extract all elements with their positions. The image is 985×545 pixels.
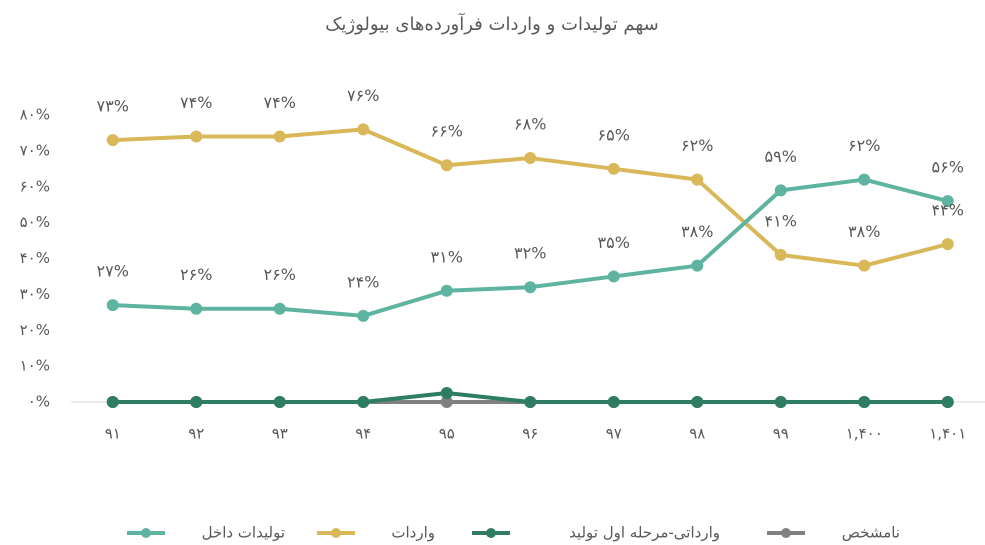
y-tick-label: ۱۰% <box>20 357 50 375</box>
marker <box>774 248 787 261</box>
y-tick-label: ۵۰% <box>20 213 50 231</box>
marker <box>273 302 286 315</box>
x-tick-label: ۹۷ <box>606 425 622 443</box>
marker <box>524 396 537 408</box>
marker <box>858 173 871 186</box>
y-tick-label: ۴۰% <box>20 249 50 267</box>
marker <box>524 152 537 165</box>
marker <box>941 396 954 408</box>
marker <box>190 396 203 408</box>
data-label: ۵۹% <box>765 147 797 166</box>
marker <box>440 284 453 297</box>
marker <box>273 396 286 408</box>
marker <box>607 162 620 175</box>
legend-swatch <box>486 528 496 538</box>
data-label: ۷۶% <box>347 86 379 105</box>
marker <box>774 396 787 408</box>
data-label: ۳۸% <box>848 222 880 241</box>
data-label: ۴۱% <box>765 211 797 230</box>
marker <box>774 184 787 197</box>
marker <box>440 396 453 408</box>
legend-swatch <box>331 528 341 538</box>
legend-label: وارداتی-مرحله اول تولید <box>569 524 720 542</box>
x-tick-label: ۹۱ <box>105 425 121 443</box>
legend-label: واردات <box>391 524 435 542</box>
data-label: ۵۶% <box>932 158 964 177</box>
x-tick-label: ۱,۴۰۰ <box>846 425 883 443</box>
marker <box>858 396 871 408</box>
data-label: ۲۶% <box>264 265 296 284</box>
data-label: ۷۴% <box>264 93 296 112</box>
data-label: ۳۱% <box>431 247 463 266</box>
chart-title: سهم تولیدات و واردات فرآورده‌های بیولوژی… <box>325 12 658 35</box>
marker <box>106 134 119 147</box>
data-label: ۲۴% <box>347 272 379 291</box>
x-tick-label: ۹۵ <box>439 425 455 443</box>
y-tick-label: ۸۰% <box>20 106 50 124</box>
legend-swatch <box>781 528 791 538</box>
marker <box>524 281 537 294</box>
marker <box>190 302 203 315</box>
legend-label: تولیدات داخل <box>202 524 285 542</box>
data-label: ۶۲% <box>681 136 713 155</box>
x-tick-label: ۱,۴۰۱ <box>929 425 966 443</box>
marker <box>357 123 370 136</box>
marker <box>607 270 620 283</box>
x-tick-label: ۹۳ <box>272 425 288 443</box>
y-tick-label: ۰% <box>28 393 50 411</box>
marker <box>607 396 620 408</box>
legend-swatch <box>141 528 151 538</box>
marker <box>190 130 203 143</box>
data-label: ۶۶% <box>431 122 463 141</box>
data-label: ۲۷% <box>97 262 129 281</box>
marker <box>941 195 954 208</box>
x-tick-label: ۹۹ <box>773 425 789 443</box>
marker <box>691 173 704 186</box>
data-label: ۳۲% <box>514 244 546 263</box>
data-label: ۳۵% <box>598 233 630 252</box>
data-label: ۷۴% <box>180 93 212 112</box>
marker <box>941 238 954 251</box>
data-label: ۶۲% <box>848 136 880 155</box>
marker <box>691 259 704 272</box>
legend-label: نامشخص <box>842 524 900 542</box>
y-tick-label: ۷۰% <box>20 141 50 159</box>
y-tick-label: ۶۰% <box>20 177 50 195</box>
marker <box>691 396 704 408</box>
data-label: ۶۵% <box>598 125 630 144</box>
data-label: ۳۸% <box>681 222 713 241</box>
marker <box>106 299 119 312</box>
marker <box>357 396 370 408</box>
x-tick-label: ۹۸ <box>689 425 705 443</box>
data-label: ۲۶% <box>180 265 212 284</box>
data-label: ۶۸% <box>514 115 546 134</box>
y-tick-label: ۲۰% <box>20 321 50 339</box>
marker <box>440 159 453 172</box>
x-tick-label: ۹۶ <box>522 425 538 443</box>
x-tick-label: ۹۴ <box>355 425 371 443</box>
y-tick-label: ۳۰% <box>20 285 50 303</box>
data-label: ۷۳% <box>97 97 129 116</box>
marker <box>357 309 370 322</box>
x-tick-label: ۹۲ <box>188 425 204 443</box>
marker <box>273 130 286 143</box>
marker <box>440 387 453 400</box>
marker <box>106 396 119 408</box>
marker <box>858 259 871 272</box>
data-label: ۴۴% <box>932 201 964 220</box>
